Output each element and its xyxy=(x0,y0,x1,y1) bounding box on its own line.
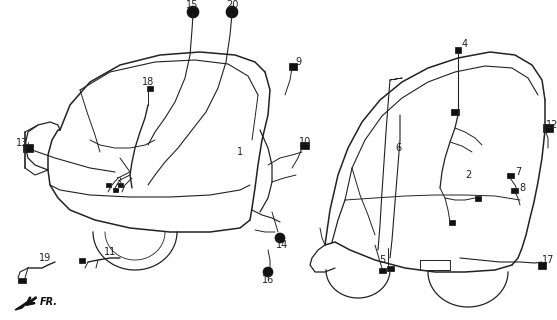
Bar xyxy=(113,188,118,192)
Text: 2: 2 xyxy=(465,170,471,180)
Text: 12: 12 xyxy=(546,120,557,130)
Text: 17: 17 xyxy=(542,255,554,265)
Bar xyxy=(79,258,85,262)
Text: 14: 14 xyxy=(276,240,288,250)
Circle shape xyxy=(275,233,285,243)
Bar xyxy=(455,47,461,53)
Circle shape xyxy=(187,6,199,18)
Text: 16: 16 xyxy=(262,275,274,285)
Text: 7: 7 xyxy=(515,167,521,177)
Bar xyxy=(451,109,459,115)
Text: 1: 1 xyxy=(237,147,243,157)
Text: 3: 3 xyxy=(115,177,121,187)
Text: 11: 11 xyxy=(104,247,116,257)
Polygon shape xyxy=(15,300,30,310)
Text: 19: 19 xyxy=(39,253,51,263)
Circle shape xyxy=(263,267,273,277)
Bar xyxy=(506,172,514,178)
Bar xyxy=(300,141,309,148)
Bar xyxy=(379,268,385,273)
Text: 18: 18 xyxy=(142,77,154,87)
Text: FR.: FR. xyxy=(40,297,58,307)
Bar xyxy=(538,261,546,268)
Text: 15: 15 xyxy=(186,0,198,10)
Bar xyxy=(289,62,297,69)
Bar xyxy=(387,266,393,270)
Bar xyxy=(23,144,33,152)
Text: 13: 13 xyxy=(16,138,28,148)
Text: 8: 8 xyxy=(519,183,525,193)
Bar xyxy=(118,183,123,187)
Text: 10: 10 xyxy=(299,137,311,147)
Text: 6: 6 xyxy=(395,143,401,153)
Bar xyxy=(18,277,26,283)
Circle shape xyxy=(226,6,238,18)
Text: 4: 4 xyxy=(462,39,468,49)
Bar xyxy=(511,188,517,193)
Text: 9: 9 xyxy=(295,57,301,67)
Bar xyxy=(475,196,481,201)
Bar xyxy=(543,124,553,132)
Bar xyxy=(105,183,110,187)
Bar xyxy=(449,220,455,225)
Text: 5: 5 xyxy=(379,255,385,265)
Text: 20: 20 xyxy=(226,0,238,10)
Bar xyxy=(147,85,153,91)
